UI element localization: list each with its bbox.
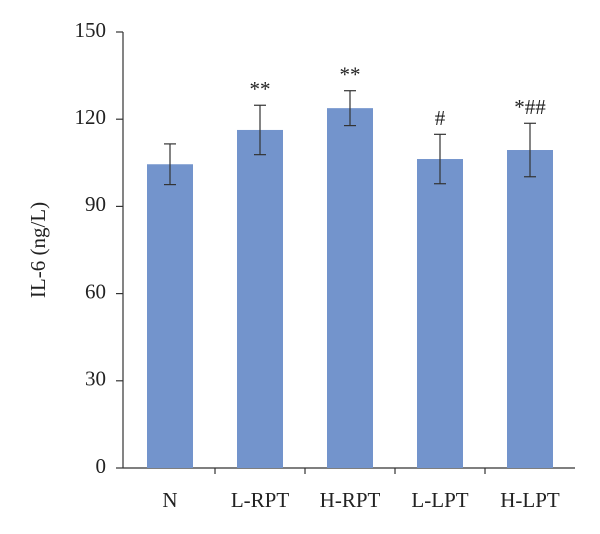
bar	[147, 164, 193, 468]
y-tick-label: 60	[85, 279, 106, 303]
significance-label: **	[340, 63, 361, 87]
y-tick-label: 0	[96, 454, 107, 478]
x-tick-label: L-RPT	[231, 488, 290, 512]
y-axis-label: IL-6 (ng/L)	[26, 202, 50, 298]
bar	[507, 150, 553, 468]
bar	[417, 159, 463, 468]
bar	[327, 108, 373, 468]
x-tick-label: L-LPT	[411, 488, 468, 512]
bar	[237, 129, 283, 469]
y-tick-label: 90	[85, 192, 106, 216]
y-tick-label: 30	[85, 367, 106, 391]
significance-label: #	[435, 106, 446, 130]
x-tick-label: H-LPT	[500, 488, 560, 512]
y-tick-label: 120	[75, 105, 107, 129]
significance-label: *##	[514, 95, 546, 119]
y-tick-label: 150	[75, 18, 107, 42]
significance-label: **	[250, 77, 271, 101]
x-tick-label: N	[162, 488, 177, 512]
x-tick-label: H-RPT	[320, 488, 381, 512]
